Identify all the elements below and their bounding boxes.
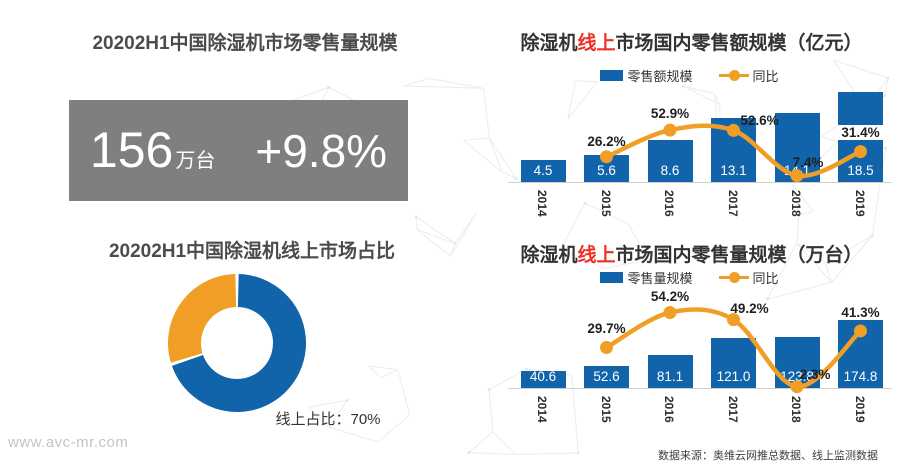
yoy-point bbox=[854, 145, 867, 159]
bar-2016 bbox=[647, 140, 693, 182]
yoy-point bbox=[854, 324, 867, 338]
donut-chart bbox=[168, 274, 306, 412]
bar-value-label: 13.1 bbox=[720, 163, 747, 178]
bar-legend-swatch-icon bbox=[600, 70, 624, 81]
volume-title-prefix: 除湿机 bbox=[520, 245, 578, 266]
kpi-growth: +9.8% bbox=[255, 125, 388, 177]
bar-2017 bbox=[711, 338, 756, 388]
line-legend-dot-icon bbox=[728, 272, 740, 283]
yoy-percent-label: 49.2% bbox=[730, 300, 769, 316]
donut-slice bbox=[171, 274, 306, 412]
bar-value-label: 18.5 bbox=[847, 163, 874, 178]
yoy-point bbox=[663, 123, 677, 137]
yoy-point bbox=[727, 313, 740, 327]
yoy-percent-label-box: 26.2% bbox=[570, 134, 644, 149]
bar-2014 bbox=[520, 160, 566, 182]
bar-legend-swatch-icon bbox=[600, 272, 624, 283]
yoy-percent-label-box: 29.7% bbox=[570, 321, 644, 336]
line-legend-dot-icon bbox=[728, 70, 740, 81]
yoy-percent-label-box: 31.4% bbox=[824, 124, 898, 140]
yoy-percent-label: 7.4% bbox=[792, 154, 824, 170]
bar-value-label: 174.8 bbox=[843, 369, 878, 384]
yoy-point bbox=[600, 341, 613, 355]
volume-chart-title: 除湿机线上市场国内零售量规模（万台） bbox=[480, 240, 900, 267]
bar-2016 bbox=[647, 354, 693, 388]
yoy-percent-label: 52.6% bbox=[740, 113, 779, 129]
yoy-percent-label: 54.2% bbox=[650, 288, 690, 304]
yoy-percent-label-box: 7.4% bbox=[771, 155, 845, 170]
yoy-line-layer bbox=[600, 305, 867, 394]
kpi-card: 156 万台 +9.8% bbox=[69, 100, 408, 201]
yoy-percent-label-box: 49.2% bbox=[713, 301, 787, 316]
yoy-percent-label-box: 2.3% bbox=[778, 367, 852, 382]
yoy-line-layer bbox=[600, 123, 867, 183]
bar-value-label: 121.0 bbox=[716, 369, 751, 384]
volume-chart-plot: 40.6 2014 52.6 2015 81.1 2016 121.0 2017 123.8 20… bbox=[500, 289, 900, 435]
yoy-percent-label-box: 41.3% bbox=[824, 304, 898, 320]
yoy-point bbox=[790, 380, 804, 394]
volume-title-highlight: 线上 bbox=[577, 245, 616, 266]
yoy-point bbox=[600, 150, 613, 164]
revenue-title-suffix: 市场国内零售额规模（亿元） bbox=[615, 33, 863, 54]
revenue-chart-title: 除湿机线上市场国内零售额规模（亿元） bbox=[480, 28, 900, 55]
donut-slice bbox=[168, 274, 237, 363]
bar-2015 bbox=[584, 366, 629, 388]
yoy-percent-label: 31.4% bbox=[838, 124, 883, 140]
yoy-percent-label: 29.7% bbox=[587, 320, 626, 336]
kpi-value: 156 bbox=[89, 122, 174, 178]
volume-title-suffix: 市场国内零售量规模（万台） bbox=[615, 245, 863, 266]
revenue-chart-legend: 零售额规模 同比 bbox=[480, 66, 900, 85]
yoy-percent-label-box: 52.9% bbox=[633, 106, 707, 121]
yoy-percent-label-box: 54.2% bbox=[633, 289, 707, 304]
yoy-point bbox=[727, 123, 740, 137]
line-legend-marker-icon bbox=[718, 70, 749, 81]
bar-legend-label: 零售量规模 bbox=[627, 271, 693, 286]
yoy-percent-label: 52.9% bbox=[650, 106, 690, 122]
bar-legend-label: 零售额规模 bbox=[627, 69, 693, 84]
line-legend-label: 同比 bbox=[752, 69, 779, 84]
bar-value-label: 52.6 bbox=[593, 369, 620, 384]
bar-value-label: 81.1 bbox=[656, 369, 684, 384]
bar-value-label: 123.8 bbox=[780, 369, 814, 384]
donut-chart-title: 20202H1中国除湿机线上市场占比 bbox=[108, 241, 396, 262]
watermark: www.avc-mr.com bbox=[8, 434, 129, 451]
kpi-unit: 万台 bbox=[175, 150, 216, 172]
data-source-note: 数据来源：奥维云网推总数据、线上监测数据 bbox=[658, 450, 878, 462]
bar-2014 bbox=[520, 371, 566, 388]
bar-value-label: 8.6 bbox=[660, 163, 680, 178]
bar-value-label: 40.6 bbox=[529, 369, 557, 384]
x-axis-line bbox=[508, 182, 892, 183]
yoy-percent-label-box: 52.6% bbox=[723, 113, 797, 128]
yoy-point bbox=[790, 169, 804, 183]
line-legend-marker-icon bbox=[718, 272, 749, 283]
yoy-point bbox=[663, 305, 677, 319]
kpi-chart-title: 20202H1中国除湿机市场零售量规模 bbox=[92, 33, 398, 54]
x-axis-line bbox=[508, 388, 892, 389]
bar-value-label: 5.6 bbox=[597, 163, 616, 178]
line-legend-label: 同比 bbox=[752, 271, 779, 286]
yoy-percent-label: 26.2% bbox=[587, 133, 626, 149]
bar-value-label: 4.5 bbox=[533, 163, 553, 178]
donut-share-label: 线上占比：70% bbox=[275, 411, 381, 428]
revenue-chart-plot: 4.520145.620158.6201613.1201714.1201818.… bbox=[500, 80, 900, 225]
yoy-percent-label: 2.3% bbox=[799, 366, 831, 382]
revenue-title-prefix: 除湿机 bbox=[520, 33, 578, 54]
revenue-title-highlight: 线上 bbox=[577, 33, 616, 54]
yoy-percent-label: 41.3% bbox=[838, 304, 883, 320]
volume-chart-legend: 零售量规模 同比 bbox=[480, 268, 900, 287]
